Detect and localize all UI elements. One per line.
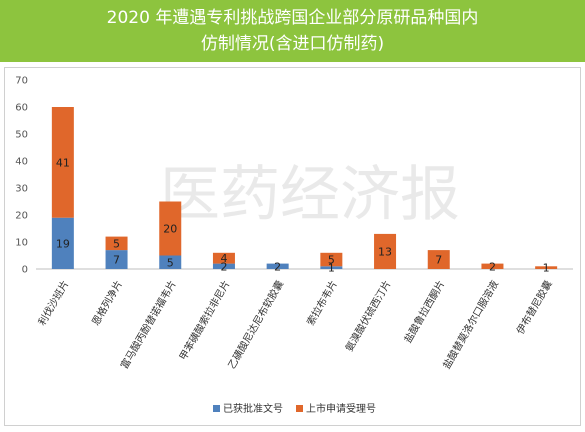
chart-title-line-2: 仿制情况(含进口仿制药) [200,34,385,54]
data-label: 7 [113,254,120,267]
bar-application-3 [212,252,235,264]
bar-application-8 [481,263,504,269]
bar-application-9 [535,266,558,269]
bar-application-5 [320,252,343,267]
data-label: 5 [328,254,335,267]
x-category-label: 恩格列净片 [89,278,125,328]
bar-application-7 [427,250,450,269]
y-tick-label: 60 [15,103,28,114]
bar-approved-5 [320,266,343,269]
data-label: 2 [220,260,227,273]
x-category-label: 乙磺酸尼达尼布软胶囊 [225,278,286,371]
legend-swatch [296,405,303,412]
bar-approved-1 [105,250,128,269]
x-category-label: 富马酸丙酚替诺福韦片 [118,278,179,371]
data-label: 2 [274,260,281,273]
y-tick-label: 70 [15,76,28,87]
legend-label: 已获批准文号 [223,402,283,415]
chart-title-banner: 2020 年遭遇专利挑战跨国企业部分原研品种国内 仿制情况(含进口仿制药) [0,0,585,62]
data-label: 4 [220,252,227,265]
data-label: 1 [328,262,335,275]
x-category-label: 利伐沙班片 [35,278,71,328]
watermark: 医药经济报 [160,160,460,230]
bar-application-1 [105,236,128,251]
data-label: 5 [113,237,120,250]
y-tick-label: 30 [15,184,28,195]
bar-approved-4 [266,263,289,269]
bar-approved-3 [212,263,235,269]
bar-approved-0 [51,217,74,269]
y-tick-label: 0 [22,265,28,276]
data-label: 41 [56,156,70,169]
data-label: 1 [543,262,550,275]
x-category-label: 索拉布韦片 [304,278,340,328]
bar-application-0 [51,107,74,218]
data-label: 2 [489,260,496,273]
y-tick-label: 50 [15,130,28,141]
bar-approved-2 [159,255,182,269]
x-category-label: 盐酸替莫洛尔口服溶液 [440,278,501,371]
legend-label: 上市申请受理号 [306,402,376,415]
chart-title-line-1: 2020 年遭遇专利挑战跨国企业部分原研品种国内 [106,8,479,28]
data-label: 7 [435,254,442,267]
x-category-label: 氨溴酸伏硫西汀片 [342,278,393,354]
y-tick-label: 40 [15,157,28,168]
data-label: 19 [56,237,70,250]
legend-swatch [213,405,220,412]
chart-frame [4,67,581,426]
x-category-label: 盐酸鲁拉西酮片 [401,278,447,345]
data-label: 20 [163,223,177,236]
y-tick-label: 10 [15,238,28,249]
x-category-label: 甲苯磺酸索拉非尼片 [176,278,232,362]
bar-application-6 [374,233,397,269]
data-label: 5 [167,256,174,269]
y-tick-label: 20 [15,211,28,222]
data-label: 13 [378,245,392,258]
bar-application-2 [159,201,182,256]
x-category-label: 伊布替尼胶囊 [513,278,554,336]
